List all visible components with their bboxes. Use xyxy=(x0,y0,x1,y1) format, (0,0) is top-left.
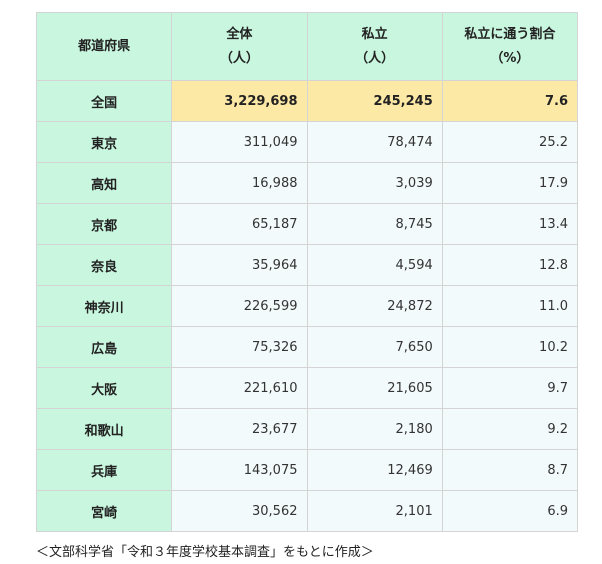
header-total: 全体 （人） xyxy=(171,12,308,81)
ratio-cell: 13.4 xyxy=(441,203,579,245)
total-cell: 35,964 xyxy=(171,244,308,286)
prefecture-cell: 東京 xyxy=(35,121,173,163)
prefecture-cell: 大阪 xyxy=(35,367,173,409)
ratio-cell: 7.6 xyxy=(441,80,579,122)
prefecture-cell: 神奈川 xyxy=(35,285,173,327)
ratio-cell: 6.9 xyxy=(441,490,579,532)
private-cell: 21,605 xyxy=(306,367,443,409)
private-cell: 3,039 xyxy=(306,162,443,204)
header-unit: （%） xyxy=(490,50,530,66)
ratio-cell: 10.2 xyxy=(441,326,579,368)
total-cell: 75,326 xyxy=(171,326,308,368)
table-row: 広島 75,326 7,650 10.2 xyxy=(35,326,579,368)
total-cell: 221,610 xyxy=(171,367,308,409)
national-row: 全国 3,229,698 245,245 7.6 xyxy=(35,80,579,122)
table-row: 京都 65,187 8,745 13.4 xyxy=(35,203,579,245)
header-private: 私立 （人） xyxy=(306,12,443,81)
private-cell: 7,650 xyxy=(306,326,443,368)
table-row: 和歌山 23,677 2,180 9.2 xyxy=(35,408,579,450)
prefecture-cell: 兵庫 xyxy=(35,449,173,491)
ratio-cell: 11.0 xyxy=(441,285,579,327)
header-text: 全体 xyxy=(226,26,253,42)
table-row: 宮崎 30,562 2,101 6.9 xyxy=(35,490,579,532)
ratio-cell: 8.7 xyxy=(441,449,579,491)
total-cell: 65,187 xyxy=(171,203,308,245)
table-row: 東京 311,049 78,474 25.2 xyxy=(35,121,579,163)
total-cell: 3,229,698 xyxy=(171,80,308,122)
private-cell: 12,469 xyxy=(306,449,443,491)
private-cell: 4,594 xyxy=(306,244,443,286)
prefecture-cell: 宮崎 xyxy=(35,490,173,532)
total-cell: 226,599 xyxy=(171,285,308,327)
header-ratio: 私立に通う割合 （%） xyxy=(441,12,579,81)
private-cell: 24,872 xyxy=(306,285,443,327)
ratio-cell: 12.8 xyxy=(441,244,579,286)
header-unit: （人） xyxy=(219,50,259,66)
total-cell: 311,049 xyxy=(171,121,308,163)
prefecture-cell: 全国 xyxy=(35,80,173,122)
header-text: 私立に通う割合 xyxy=(464,26,556,42)
ratio-cell: 9.7 xyxy=(441,367,579,409)
header-unit: （人） xyxy=(355,50,395,66)
table-row: 神奈川 226,599 24,872 11.0 xyxy=(35,285,579,327)
ratio-cell: 25.2 xyxy=(441,121,579,163)
prefecture-cell: 京都 xyxy=(35,203,173,245)
source-caption: ＜文部科学省「令和３年度学校基本調査」をもとに作成＞ xyxy=(36,545,374,560)
prefecture-cell: 広島 xyxy=(35,326,173,368)
ratio-cell: 9.2 xyxy=(441,408,579,450)
table-row: 兵庫 143,075 12,469 8.7 xyxy=(35,449,579,491)
private-cell: 245,245 xyxy=(306,80,443,122)
ratio-cell: 17.9 xyxy=(441,162,579,204)
header-text: 私立 xyxy=(361,26,388,42)
prefecture-cell: 高知 xyxy=(35,162,173,204)
header-prefecture: 都道府県 xyxy=(35,12,173,81)
table-row: 大阪 221,610 21,605 9.7 xyxy=(35,367,579,409)
prefecture-cell: 和歌山 xyxy=(35,408,173,450)
total-cell: 16,988 xyxy=(171,162,308,204)
total-cell: 143,075 xyxy=(171,449,308,491)
table-row: 奈良 35,964 4,594 12.8 xyxy=(35,244,579,286)
table-row: 高知 16,988 3,039 17.9 xyxy=(35,162,579,204)
private-cell: 8,745 xyxy=(306,203,443,245)
private-cell: 2,101 xyxy=(306,490,443,532)
prefecture-cell: 奈良 xyxy=(35,244,173,286)
private-school-ratio-table: 都道府県 全体 （人） 私立 （人） 私立に通う割合 （%） 全国 3,229,698… xyxy=(35,12,579,532)
header-text: 都道府県 xyxy=(78,38,131,54)
header-row: 都道府県 全体 （人） 私立 （人） 私立に通う割合 （%） xyxy=(35,12,579,81)
private-cell: 2,180 xyxy=(306,408,443,450)
total-cell: 23,677 xyxy=(171,408,308,450)
total-cell: 30,562 xyxy=(171,490,308,532)
private-cell: 78,474 xyxy=(306,121,443,163)
